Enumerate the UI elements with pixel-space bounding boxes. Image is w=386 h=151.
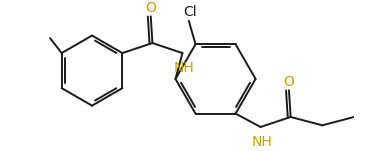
Text: O: O bbox=[284, 75, 295, 89]
Text: O: O bbox=[145, 1, 156, 15]
Text: NH: NH bbox=[174, 61, 195, 75]
Text: Cl: Cl bbox=[184, 5, 197, 19]
Text: NH: NH bbox=[252, 135, 273, 149]
